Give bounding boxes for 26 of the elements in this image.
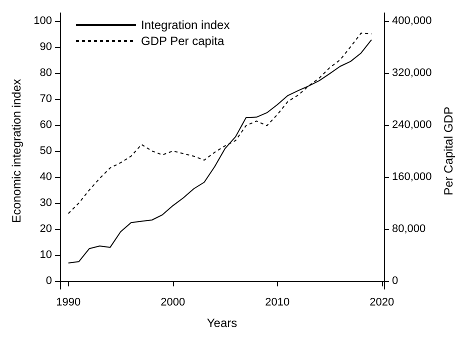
x-tick-label: 1990 bbox=[56, 296, 81, 308]
y-tick-label: 60 bbox=[40, 118, 52, 131]
legend-label: Integration index bbox=[141, 18, 230, 32]
y-tick-label: 90 bbox=[40, 40, 52, 53]
y-tick-label: 100 bbox=[34, 14, 52, 27]
y-tick-label: 10 bbox=[40, 249, 52, 262]
x-tick-label: 2000 bbox=[160, 296, 186, 308]
y2-tick-label: 0 bbox=[392, 275, 398, 288]
y-tick-label: 80 bbox=[40, 66, 52, 79]
x-tick-label: 2010 bbox=[265, 296, 290, 308]
y-tick-label: 70 bbox=[40, 92, 52, 105]
x-axis-title: Years bbox=[206, 316, 238, 330]
y2-tick-label: 400,000 bbox=[392, 14, 432, 27]
legend-label: GDP Per capita bbox=[141, 34, 224, 48]
y-tick-label: 0 bbox=[46, 275, 52, 288]
y2-tick-label: 240,000 bbox=[392, 118, 432, 131]
y-tick-label: 50 bbox=[40, 145, 52, 157]
y2-tick-label: 160,000 bbox=[392, 171, 432, 184]
y2-tick-label: 320,000 bbox=[392, 66, 432, 79]
y-tick-label: 20 bbox=[40, 223, 52, 236]
x-tick-label: 2020 bbox=[370, 296, 394, 308]
y-tick-label: 30 bbox=[40, 197, 52, 210]
y2-tick-label: 80,000 bbox=[392, 223, 426, 236]
y-tick-label: 40 bbox=[40, 171, 52, 184]
y-axis-title: Economic integration index bbox=[10, 78, 24, 224]
y2-axis-title: Per Capital GDP bbox=[442, 106, 456, 196]
